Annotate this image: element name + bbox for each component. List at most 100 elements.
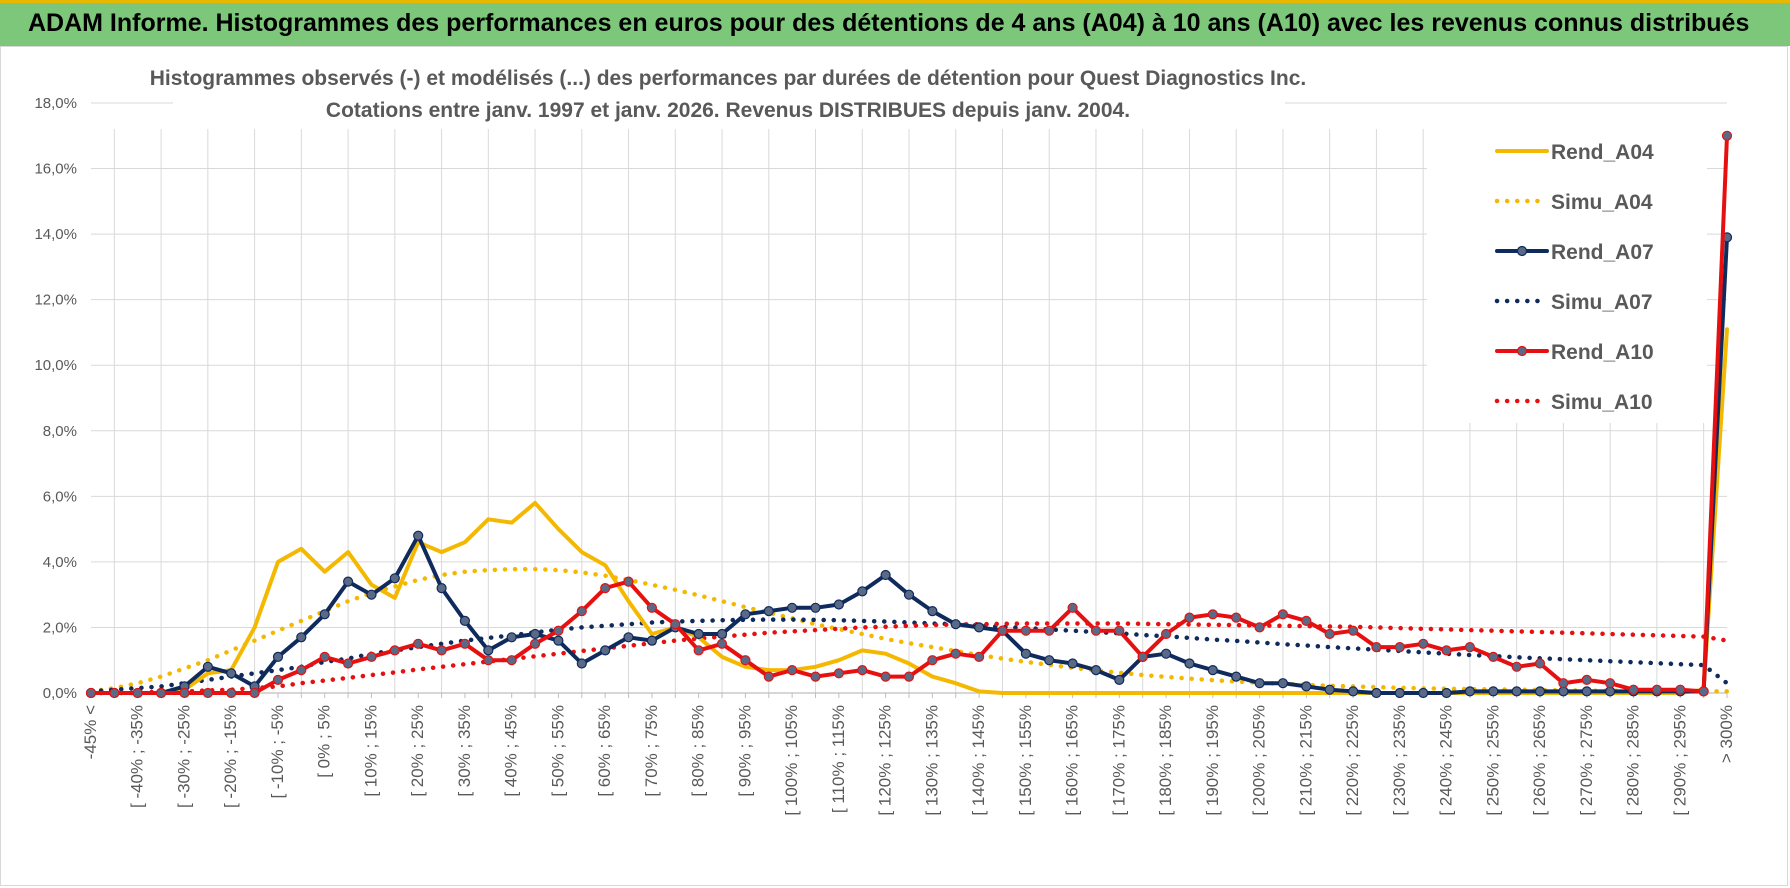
x-tick-label: [ 30% ; 35% bbox=[455, 705, 474, 797]
data-point bbox=[1698, 686, 1709, 697]
data-point bbox=[693, 645, 704, 656]
data-point bbox=[1160, 628, 1172, 640]
data-point bbox=[366, 651, 377, 663]
y-tick-label: 8,0% bbox=[43, 423, 77, 440]
data-point bbox=[1371, 687, 1382, 699]
x-tick-label: [ 200% ; 205% bbox=[1250, 705, 1269, 816]
data-point bbox=[249, 687, 260, 699]
data-point bbox=[343, 576, 354, 587]
series-line-simu_a04 bbox=[88, 566, 1730, 694]
data-point bbox=[1090, 664, 1102, 676]
data-point bbox=[483, 645, 494, 656]
x-tick-label: [ 250% ; 255% bbox=[1483, 705, 1502, 816]
x-tick-label: [ 130% ; 135% bbox=[922, 705, 941, 816]
data-point bbox=[1347, 686, 1359, 697]
data-point bbox=[1160, 648, 1172, 659]
x-tick-label: [ 100% ; 105% bbox=[782, 705, 801, 816]
data-point bbox=[646, 602, 658, 613]
data-point bbox=[1254, 678, 1265, 689]
data-point bbox=[1324, 684, 1335, 695]
x-tick-label: [ -20% ; -15% bbox=[221, 705, 240, 808]
banner: ADAM Informe. Histogrammes des performan… bbox=[0, 0, 1790, 46]
data-point bbox=[1558, 678, 1569, 689]
y-tick-label: 0,0% bbox=[43, 685, 77, 702]
data-point bbox=[1114, 674, 1125, 686]
chart-subtitle: Cotations entre janv. 1997 et janv. 2026… bbox=[326, 99, 1130, 122]
data-point bbox=[670, 619, 681, 630]
y-axis: 0,0% 2,0% 4,0% 6,0% 8,0% 10,0% 12,0% 14,0% 16,0%… bbox=[34, 95, 77, 702]
data-point bbox=[85, 687, 97, 699]
data-point bbox=[1254, 622, 1265, 633]
data-point bbox=[693, 628, 704, 640]
data-point bbox=[1231, 671, 1242, 682]
data-point bbox=[459, 638, 470, 649]
y-tick-label: 12,0% bbox=[34, 292, 77, 309]
legend-item-simu_a04: Simu_A04 bbox=[1494, 191, 1653, 214]
data-point bbox=[1277, 678, 1289, 689]
data-point bbox=[179, 687, 190, 699]
y-tick-label: 14,0% bbox=[34, 226, 77, 243]
legend-label: Simu_A07 bbox=[1551, 291, 1653, 314]
legend-marker bbox=[1516, 345, 1528, 357]
data-point bbox=[1184, 658, 1195, 669]
data-point bbox=[600, 645, 611, 656]
legend-marker bbox=[1516, 245, 1528, 257]
data-point bbox=[810, 671, 821, 682]
data-point bbox=[553, 625, 564, 636]
data-point bbox=[1207, 664, 1218, 676]
x-tick-label: [ -40% ; -35% bbox=[128, 705, 147, 808]
data-point bbox=[1347, 625, 1359, 636]
data-point bbox=[857, 664, 868, 676]
data-point bbox=[740, 655, 751, 666]
x-tick-label: [ 10% ; 15% bbox=[361, 705, 380, 797]
x-tick-label: [ 50% ; 55% bbox=[548, 705, 567, 797]
data-point bbox=[786, 602, 798, 613]
data-point bbox=[576, 605, 587, 617]
data-point bbox=[1534, 686, 1546, 697]
grid bbox=[91, 102, 1727, 694]
data-point bbox=[1511, 686, 1522, 697]
data-point bbox=[1511, 661, 1522, 672]
legend-label: Simu_A04 bbox=[1551, 191, 1653, 214]
x-tick-label: [ 80% ; 85% bbox=[689, 705, 708, 797]
data-point bbox=[1464, 686, 1476, 697]
x-tick-label: [ 230% ; 235% bbox=[1390, 705, 1409, 816]
x-tick-label: [ 270% ; 275% bbox=[1577, 705, 1596, 816]
data-point bbox=[1604, 678, 1616, 689]
data-point bbox=[506, 655, 517, 666]
data-point bbox=[600, 582, 611, 594]
data-point bbox=[927, 655, 938, 666]
x-tick-label: [ 70% ; 75% bbox=[642, 705, 661, 797]
legend-label: Rend_A04 bbox=[1551, 141, 1654, 164]
legend-label: Simu_A10 bbox=[1551, 391, 1653, 414]
data-point bbox=[973, 622, 985, 633]
legend-item-simu_a10: Simu_A10 bbox=[1494, 391, 1653, 414]
data-point bbox=[1394, 641, 1405, 653]
data-point bbox=[296, 664, 307, 676]
data-point bbox=[1301, 615, 1312, 627]
x-tick-label: [ 180% ; 185% bbox=[1156, 705, 1175, 816]
data-point bbox=[810, 602, 821, 613]
data-point bbox=[1488, 651, 1499, 663]
data-point bbox=[272, 674, 284, 686]
x-tick-label: [ 210% ; 215% bbox=[1296, 705, 1315, 816]
data-point bbox=[576, 658, 587, 669]
data-point bbox=[1044, 625, 1055, 636]
data-point bbox=[716, 638, 728, 649]
data-point bbox=[1418, 687, 1429, 699]
data-point bbox=[1441, 645, 1452, 656]
data-point bbox=[529, 628, 541, 640]
data-point bbox=[296, 632, 307, 643]
data-point bbox=[1231, 612, 1242, 623]
x-tick-label: [ 120% ; 125% bbox=[876, 705, 895, 816]
series-line-simu_a10 bbox=[88, 621, 1730, 696]
y-tick-label: 6,0% bbox=[43, 488, 77, 505]
data-point bbox=[997, 625, 1008, 636]
data-point bbox=[950, 648, 961, 659]
x-tick-label: [ 20% ; 25% bbox=[408, 705, 427, 797]
data-point bbox=[366, 589, 377, 600]
x-tick-label: [ 60% ; 65% bbox=[595, 705, 614, 797]
data-point bbox=[623, 632, 634, 643]
data-point bbox=[1044, 655, 1055, 666]
data-point bbox=[1418, 638, 1429, 649]
